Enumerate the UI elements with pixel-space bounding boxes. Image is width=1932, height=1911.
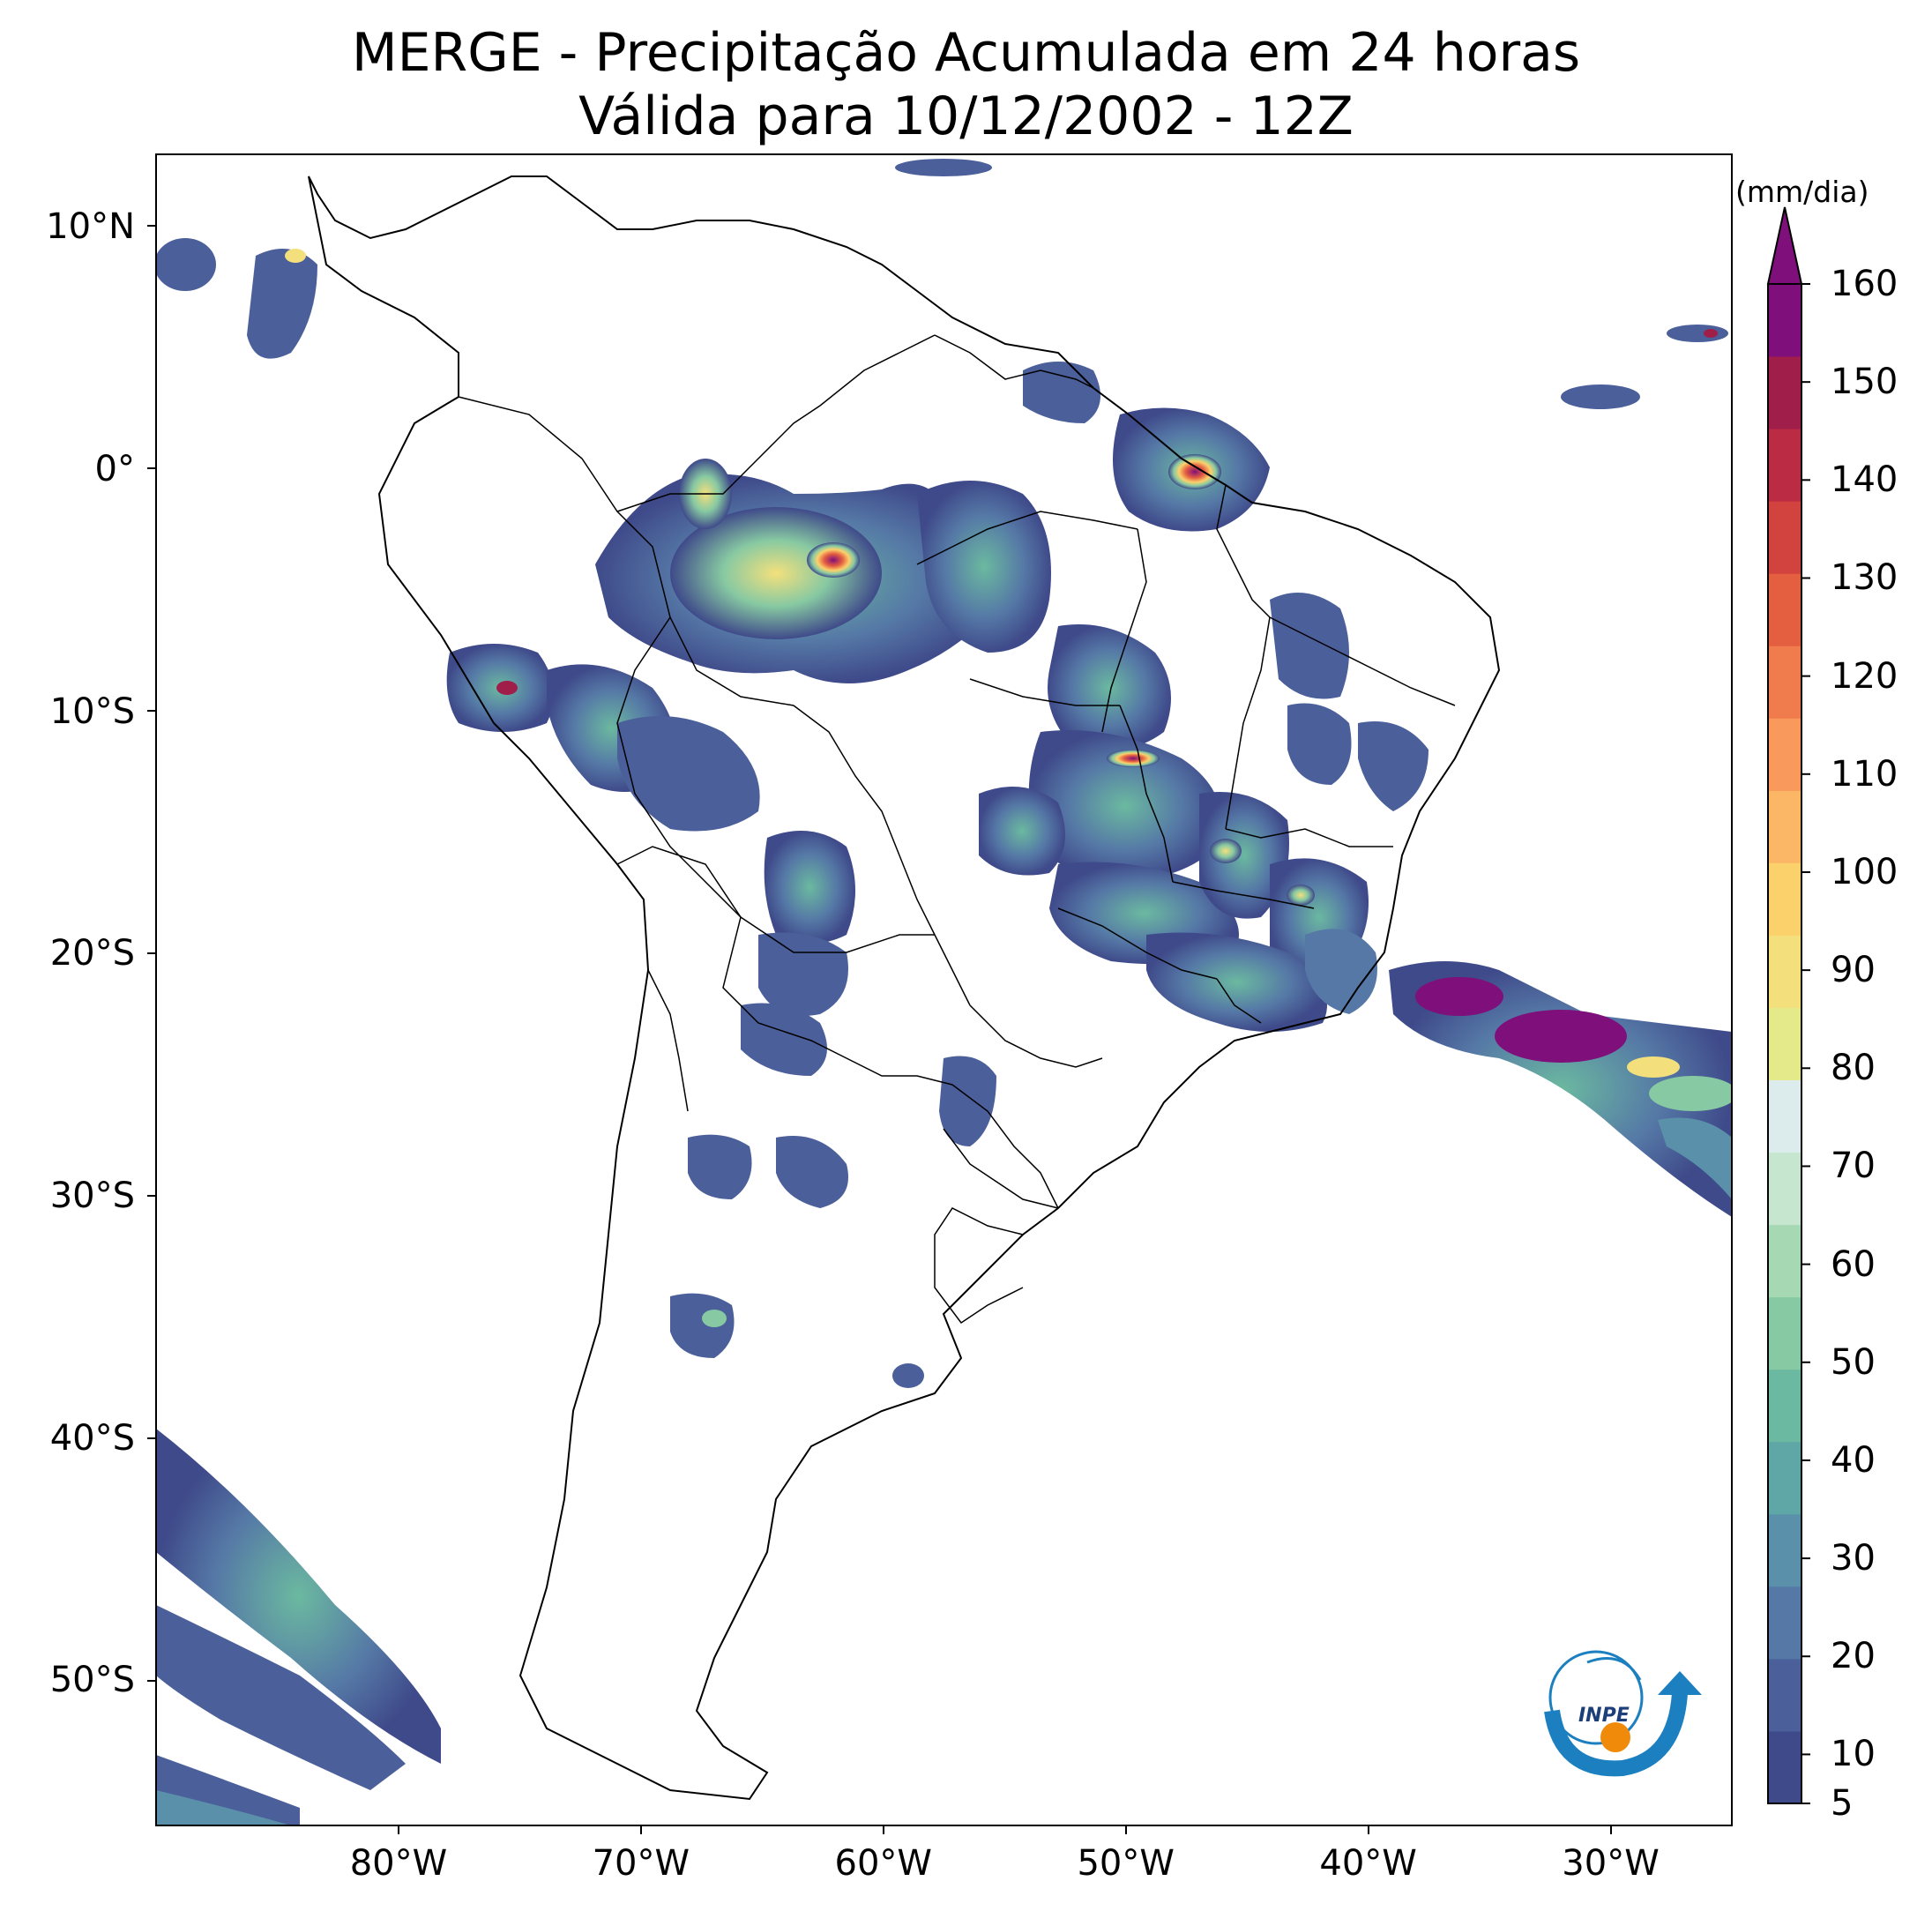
colorbar-segment	[1768, 790, 1801, 863]
colorbar-tick-label: 120	[1831, 655, 1898, 697]
y-tick-label: 0°	[94, 449, 135, 490]
colorbar-segment	[1768, 501, 1801, 574]
colorbar-tick-label: 5	[1831, 1783, 1854, 1824]
map-title: MERGE - Precipitação Acumulada em 24 hor…	[351, 22, 1581, 84]
colorbar-segment	[1768, 1152, 1801, 1226]
colorbar-segment	[1768, 718, 1801, 791]
colorbar-tick-label: 70	[1831, 1146, 1876, 1187]
precipitation-field	[156, 159, 1732, 1825]
colorbar-tick-label: 130	[1831, 557, 1898, 599]
colorbar-tick-label: 90	[1831, 950, 1876, 991]
inpe-logo-text: INPE	[1578, 1705, 1630, 1727]
y-tick-label: 10°S	[49, 690, 135, 732]
y-tick-label: 30°S	[49, 1175, 135, 1216]
colorbar-segment	[1768, 1224, 1801, 1298]
colorbar-segment	[1768, 1079, 1801, 1153]
x-tick-label: 80°W	[349, 1843, 448, 1884]
colorbar-tick-label: 140	[1831, 459, 1898, 501]
y-tick-label: 10°N	[46, 206, 135, 248]
map-subtitle: Válida para 10/12/2002 - 12Z	[578, 86, 1354, 147]
colorbar-segment	[1768, 935, 1801, 1008]
country-borders	[458, 334, 1456, 1325]
colorbar-segment	[1768, 284, 1801, 357]
colorbar-segment	[1768, 1441, 1801, 1515]
x-tick-label: 60°W	[834, 1843, 932, 1884]
colorbar-tick-label: 80	[1831, 1048, 1876, 1089]
colorbar-tick-label: 10	[1831, 1734, 1876, 1775]
colorbar-tick-label: 30	[1831, 1538, 1876, 1579]
colorbar-tick-label: 110	[1831, 753, 1898, 795]
colorbar-segment	[1768, 646, 1801, 719]
colorbar-tick-label: 100	[1831, 851, 1898, 892]
colorbar-segment	[1768, 573, 1801, 646]
colorbar-segment	[1768, 1369, 1801, 1443]
y-tick-label: 20°S	[49, 933, 135, 974]
colorbar-tick-label: 50	[1831, 1341, 1876, 1383]
map-frame	[155, 153, 1733, 1826]
colorbar-segment	[1768, 429, 1801, 502]
colorbar-tick-label: 150	[1831, 362, 1898, 403]
y-tick-label: 40°S	[49, 1417, 135, 1459]
colorbar-segment	[1768, 1658, 1801, 1732]
inpe-logo: INPE	[1544, 1650, 1702, 1777]
colorbar-segment	[1768, 1730, 1801, 1804]
y-tick-label: 50°S	[49, 1660, 135, 1701]
colorbar-segment	[1768, 1513, 1801, 1587]
colorbar-segment	[1768, 1007, 1801, 1081]
colorbar-tick-label: 60	[1831, 1243, 1876, 1285]
colorbar-segment	[1768, 356, 1801, 429]
x-tick-label: 50°W	[1077, 1843, 1175, 1884]
colorbar-unit: (mm/dia)	[1735, 175, 1869, 209]
colorbar	[1767, 283, 1810, 1804]
colorbar-segment	[1768, 862, 1801, 936]
axis-ticks	[147, 225, 1612, 1834]
colorbar-segment	[1768, 1296, 1801, 1370]
x-tick-label: 40°W	[1319, 1843, 1417, 1884]
colorbar-extend-arrow	[1766, 206, 1803, 285]
colorbar-tick-label: 40	[1831, 1439, 1876, 1481]
colorbar-segment	[1768, 1586, 1801, 1660]
x-tick-label: 70°W	[592, 1843, 690, 1884]
colorbar-tick-label: 160	[1831, 264, 1898, 304]
x-tick-label: 30°W	[1562, 1843, 1660, 1884]
colorbar-tick-label: 20	[1831, 1636, 1876, 1677]
